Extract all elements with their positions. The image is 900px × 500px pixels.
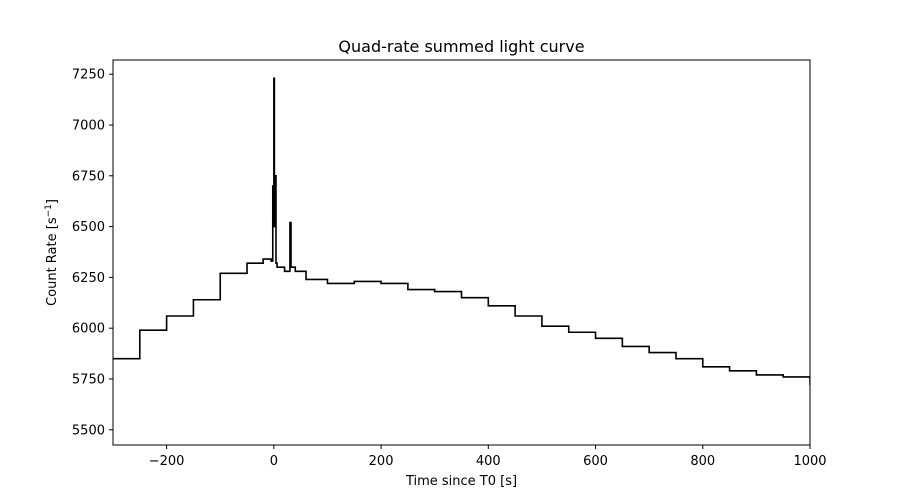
x-tick-label: 400 [476, 454, 501, 469]
y-axis: 5500 5750 6000 6250 6500 6750 7000 7250 [72, 68, 113, 438]
axes-frame [112, 59, 811, 446]
y-tick-label: 5750 [72, 372, 105, 387]
y-axis-label-close: ] [45, 199, 60, 204]
y-tick-label: 7250 [72, 68, 105, 83]
y-axis-label-main: Count Rate [s [45, 217, 60, 306]
y-tick-label: 5500 [72, 423, 105, 438]
y-tick-label: 6250 [72, 271, 105, 286]
y-tick-label: 7000 [72, 119, 105, 134]
x-tick-label: 600 [583, 454, 608, 469]
x-tick-label: −200 [149, 454, 185, 469]
y-tick-label: 6750 [72, 169, 105, 184]
plot-area [113, 77, 810, 386]
y-axis-label: Count Rate [s−1] [44, 199, 60, 306]
x-tick-label: 800 [690, 454, 715, 469]
x-axis-label: Time since T0 [s] [405, 474, 517, 489]
y-tick-label: 6000 [72, 322, 105, 337]
x-tick-label: 1000 [793, 454, 826, 469]
chart-title: Quad-rate summed light curve [338, 37, 584, 56]
x-tick-label: 200 [369, 454, 394, 469]
y-axis-label-superscript: −1 [44, 204, 54, 217]
x-axis: −200 0 200 400 600 800 1000 [149, 445, 827, 469]
y-tick-label: 6500 [72, 220, 105, 235]
x-tick-label: 0 [270, 454, 278, 469]
series-line-0 [113, 77, 810, 386]
